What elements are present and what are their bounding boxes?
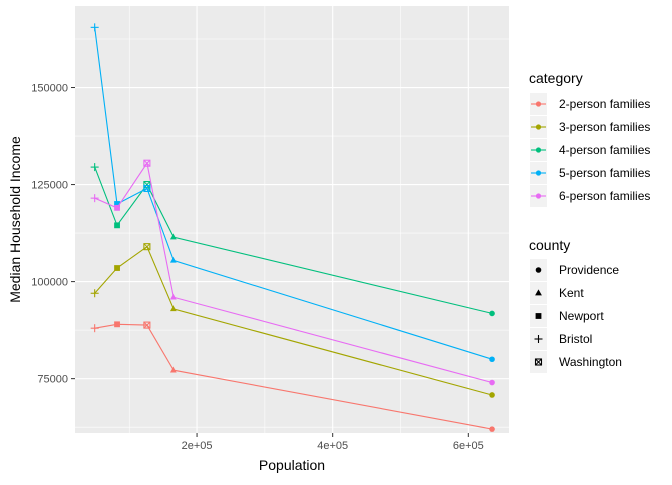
data-point-3-person-families-newport — [114, 265, 120, 271]
y-tick-label: 100000 — [31, 277, 68, 289]
data-point-3-person-families-providence — [489, 392, 495, 398]
y-axis-title: Median Household Income — [7, 136, 23, 303]
color-legend-label: 6-person families — [559, 189, 650, 203]
legend-key-shape-plus — [534, 335, 543, 343]
data-point-4-person-families-bristol — [90, 163, 99, 172]
data-point-3-person-families-kent — [169, 305, 177, 312]
legend-key-point — [535, 101, 542, 107]
shape-legend-label: Newport — [559, 309, 604, 323]
color-legend-label: 2-person families — [559, 97, 650, 111]
shape-legend-label: Kent — [559, 286, 584, 300]
y-tick-label: 150000 — [31, 83, 68, 95]
shape-legend-label: Washington — [559, 355, 622, 369]
data-point-5-person-families-kent — [169, 256, 177, 263]
color-legend-label: 5-person families — [559, 166, 650, 180]
data-point-2-person-families-providence — [489, 426, 495, 432]
legend-key-point — [535, 147, 542, 153]
legend-key-shape-triangle — [535, 289, 542, 296]
color-legend-title: category — [529, 70, 583, 86]
plot-panel — [75, 6, 509, 433]
x-tick-label: 6e+05 — [453, 440, 484, 452]
legend-key-shape-square — [535, 313, 542, 319]
data-point-6-person-families-newport — [114, 204, 120, 211]
legend-key-shape-square-x — [534, 358, 543, 366]
data-point-3-person-families-washington — [143, 243, 151, 251]
color-legend-label: 3-person families — [559, 120, 650, 134]
data-point-4-person-families-newport — [114, 222, 120, 229]
x-axis-title: Population — [259, 457, 325, 473]
shape-legend-label: Providence — [559, 263, 619, 277]
shape-legend-title: county — [529, 237, 570, 253]
data-point-6-person-families-kent — [169, 293, 177, 300]
data-point-5-person-families-bristol — [90, 23, 99, 32]
data-point-6-person-families-washington — [143, 159, 151, 167]
data-point-2-person-families-washington — [143, 321, 151, 329]
legend-key-point — [535, 170, 542, 176]
data-point-2-person-families-bristol — [90, 324, 99, 333]
data-point-4-person-families-providence — [489, 310, 495, 317]
data-point-2-person-families-kent — [169, 366, 177, 373]
data-point-5-person-families-newport — [114, 201, 120, 207]
data-point-5-person-families-providence — [489, 356, 495, 363]
data-point-6-person-families-providence — [489, 379, 495, 386]
x-tick-label: 4e+05 — [317, 440, 348, 452]
x-tick-label: 2e+05 — [182, 440, 213, 452]
legend-key-shape-circle — [535, 267, 542, 273]
data-point-2-person-families-newport — [114, 321, 120, 328]
legend-key-point — [535, 193, 542, 199]
y-tick-label: 75000 — [37, 374, 68, 386]
color-legend-label: 4-person families — [559, 143, 650, 157]
data-point-5-person-families-washington — [143, 184, 151, 192]
data-point-4-person-families-kent — [169, 233, 177, 240]
data-point-3-person-families-bristol — [90, 289, 99, 298]
shape-legend-label: Bristol — [559, 332, 592, 346]
y-tick-label: 125000 — [31, 180, 68, 192]
data-point-6-person-families-bristol — [90, 194, 99, 203]
legend-key-point — [535, 124, 542, 130]
